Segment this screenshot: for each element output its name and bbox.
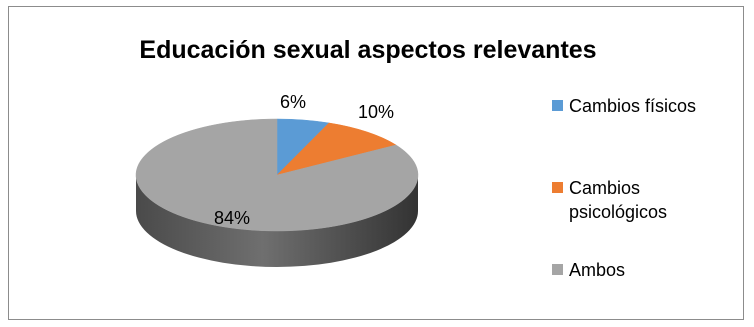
slice-ambos-side bbox=[136, 175, 418, 267]
data-label-cambios-fisicos: 6% bbox=[280, 92, 306, 112]
legend-item-cambios-psicologicos: Cambios psicológicos bbox=[552, 176, 719, 224]
legend-swatch-blue bbox=[552, 100, 563, 111]
slice-cambios-psicologicos bbox=[276, 122, 397, 176]
legend-label: Cambios psicológicos bbox=[569, 178, 668, 222]
legend-item-ambos: Ambos bbox=[552, 258, 719, 282]
legend-label: Ambos bbox=[569, 260, 626, 280]
data-label-ambos: 84% bbox=[214, 208, 250, 228]
slice-ambos bbox=[135, 118, 419, 232]
chart-title: Educación sexual aspectos relevantes bbox=[139, 36, 597, 64]
legend-swatch-gray bbox=[552, 264, 563, 275]
data-label-cambios-psicologicos: 10% bbox=[358, 102, 394, 122]
legend-swatch-orange bbox=[552, 182, 563, 193]
legend-item-cambios-fisicos: Cambios físicos bbox=[552, 94, 719, 118]
legend-label: Cambios físicos bbox=[569, 96, 697, 116]
